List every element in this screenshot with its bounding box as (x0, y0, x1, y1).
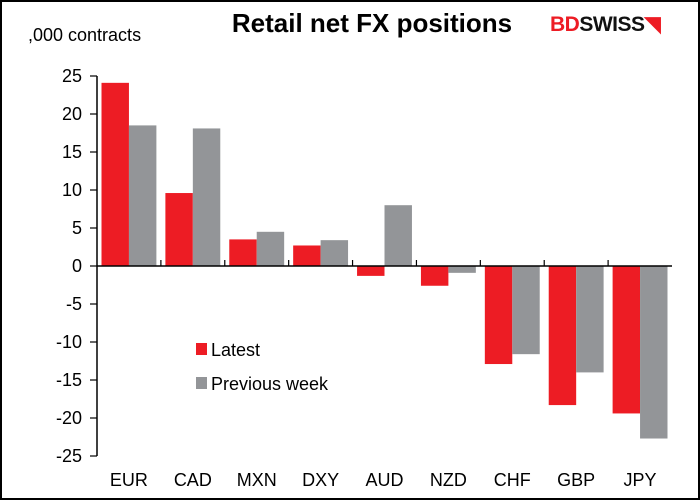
bar-latest-mxn (229, 239, 257, 266)
bar-previous-week-jpy (640, 266, 668, 439)
y-tick-label: 10 (62, 180, 82, 200)
bar-latest-chf (484, 266, 513, 365)
y-tick-label: 20 (62, 104, 82, 124)
bar-previous-week-chf (512, 266, 540, 355)
y-tick-label: 5 (72, 218, 82, 238)
x-tick-label: CAD (174, 470, 212, 490)
logo-part-bd: BD (550, 13, 580, 36)
y-tick-label: 25 (62, 66, 82, 86)
y-tick-label: 0 (72, 256, 82, 276)
legend-swatch-previous-week (196, 377, 207, 389)
x-tick-label: EUR (110, 470, 148, 490)
bar-previous-week-eur (128, 125, 157, 267)
bar-latest-cad (165, 193, 193, 266)
x-tick-label: AUD (365, 470, 403, 490)
y-tick-label: -5 (66, 294, 82, 314)
bar-latest-gbp (548, 266, 577, 406)
bar-previous-week-gbp (576, 266, 604, 373)
x-tick-label: NZD (430, 470, 467, 490)
bar-previous-week-dxy (320, 240, 349, 266)
bar-previous-week-nzd (448, 266, 476, 273)
bar-previous-week-cad (192, 128, 221, 266)
y-tick-label: -15 (56, 370, 82, 390)
bdswiss-logo: BDSWISS◥ (550, 12, 661, 37)
chart-title: Retail net FX positions (231, 8, 513, 38)
bar-previous-week-mxn (256, 231, 285, 266)
y-tick-label: -10 (56, 332, 82, 352)
legend-label-latest: Latest (211, 340, 260, 360)
bar-latest-aud (357, 266, 385, 276)
x-tick-label: GBP (557, 470, 595, 490)
legend-swatch-latest (196, 343, 207, 355)
y-tick-label: -25 (56, 446, 82, 466)
bar-latest-nzd (420, 266, 449, 286)
logo-part-swiss: SWISS (579, 13, 645, 36)
x-tick-label: JPY (624, 470, 657, 490)
bar-latest-jpy (612, 266, 641, 414)
bar-latest-dxy (293, 245, 321, 266)
x-tick-label: CHF (494, 470, 531, 490)
x-tick-label: MXN (237, 470, 277, 490)
legend-label-previous-week: Previous week (211, 374, 329, 394)
logo-flag-icon: ◥ (644, 13, 661, 36)
y-tick-label: -20 (56, 408, 82, 428)
y-axis-unit-label: ,000 contracts (28, 25, 142, 45)
x-tick-label: DXY (302, 470, 339, 490)
bar-previous-week-aud (384, 205, 412, 266)
bar-latest-eur (101, 82, 129, 266)
y-tick-label: 15 (62, 142, 82, 162)
